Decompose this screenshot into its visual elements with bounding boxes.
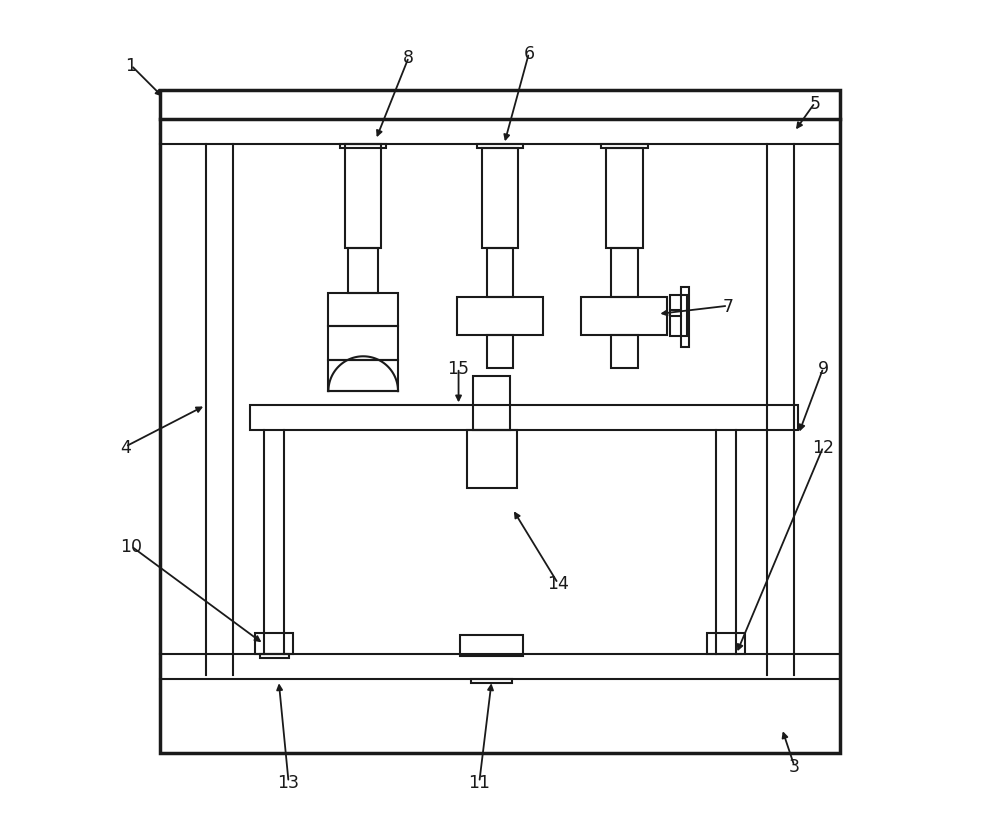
Text: 6: 6 — [523, 45, 535, 63]
Bar — [250, 406, 798, 431]
Text: 10: 10 — [120, 537, 142, 556]
Bar — [601, 145, 648, 149]
Bar — [581, 298, 667, 335]
Text: 5: 5 — [810, 94, 821, 113]
Bar — [471, 679, 512, 683]
Text: 14: 14 — [547, 575, 569, 593]
Bar — [467, 431, 517, 489]
Bar — [707, 633, 745, 654]
Bar — [611, 335, 638, 368]
Bar — [460, 635, 523, 656]
Text: 7: 7 — [722, 297, 733, 315]
Bar — [487, 335, 513, 368]
Text: 3: 3 — [789, 757, 800, 775]
Bar — [328, 294, 398, 327]
Text: 15: 15 — [448, 359, 470, 378]
Bar — [260, 654, 289, 658]
Bar — [473, 377, 510, 431]
Text: 13: 13 — [278, 773, 300, 792]
Bar — [482, 149, 518, 248]
Text: 8: 8 — [403, 49, 414, 67]
Bar — [606, 149, 643, 248]
Bar — [328, 327, 398, 360]
Bar — [681, 288, 689, 348]
Text: 1: 1 — [126, 57, 137, 75]
Bar — [611, 248, 638, 298]
Bar — [255, 633, 293, 654]
Bar — [670, 296, 687, 337]
Bar — [160, 91, 840, 753]
Text: 4: 4 — [120, 438, 131, 456]
Text: 9: 9 — [818, 359, 829, 378]
Bar — [477, 145, 523, 149]
Bar — [348, 248, 378, 294]
Bar — [487, 248, 513, 298]
Bar — [345, 145, 381, 248]
Text: 12: 12 — [812, 438, 834, 456]
Bar — [328, 360, 398, 392]
Bar — [340, 145, 386, 149]
Bar — [457, 298, 543, 335]
Text: 11: 11 — [468, 773, 490, 792]
